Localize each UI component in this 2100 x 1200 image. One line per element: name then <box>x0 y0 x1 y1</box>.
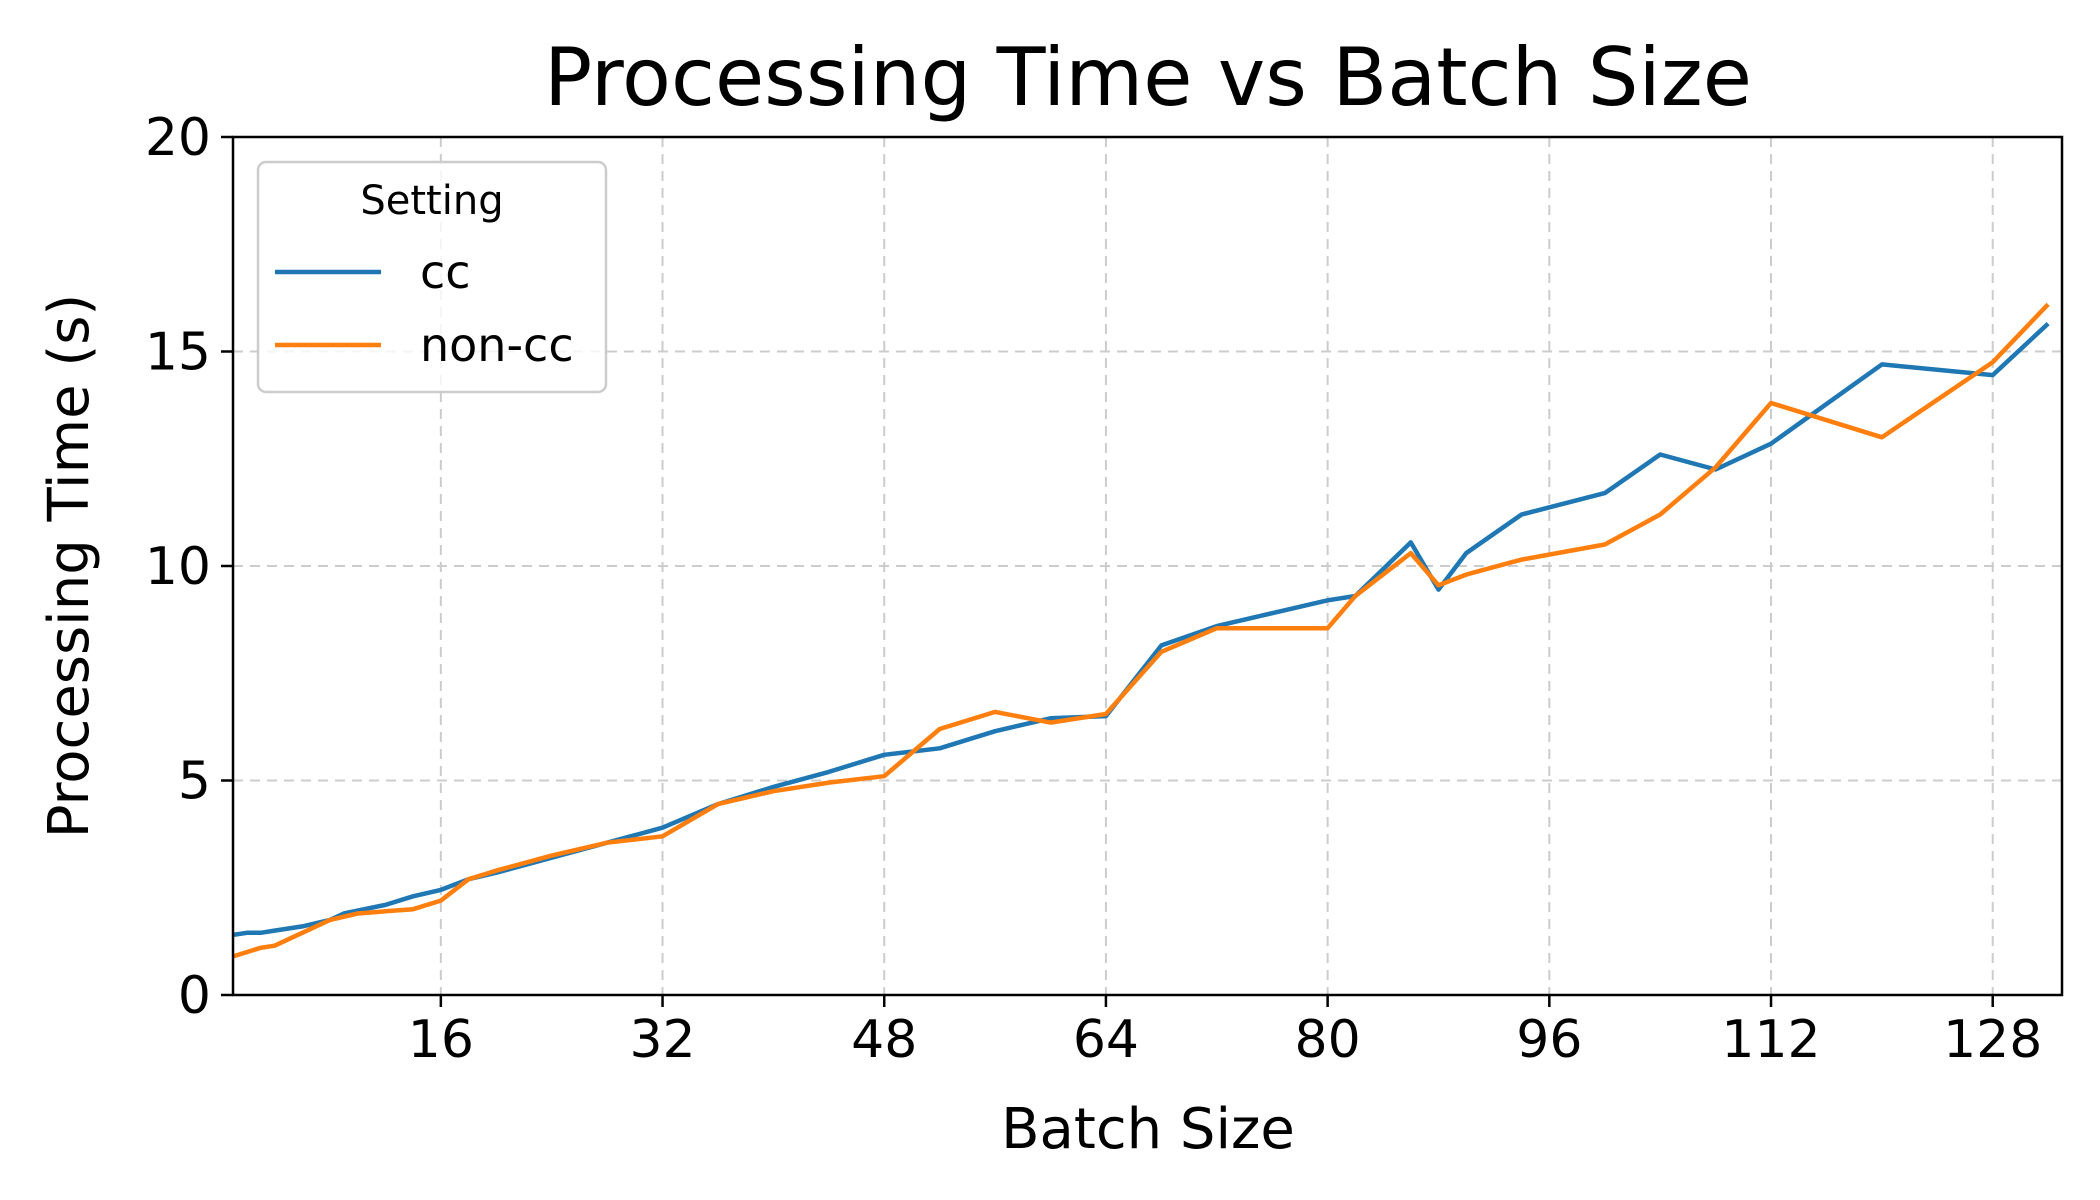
chart-title: Processing Time vs Batch Size <box>544 31 1752 124</box>
legend-label-cc: cc <box>420 245 471 299</box>
x-tick-label: 128 <box>1943 1010 2042 1070</box>
y-axis-label: Processing Time (s) <box>37 294 102 839</box>
x-tick-label: 80 <box>1295 1010 1361 1070</box>
x-tick-label: 32 <box>629 1010 695 1070</box>
y-tick-label: 5 <box>178 752 211 812</box>
x-tick-label: 112 <box>1721 1010 1820 1070</box>
legend-box <box>256 160 608 394</box>
legend-title: Setting <box>360 178 503 224</box>
series-line-non-cc <box>232 302 2050 959</box>
x-tick-label: 96 <box>1516 1010 1582 1070</box>
y-tick-label: 0 <box>178 966 211 1026</box>
x-tick-label: 64 <box>1073 1010 1139 1070</box>
y-tick-label: 10 <box>145 537 211 597</box>
grid-layer <box>233 137 2062 995</box>
x-tick-label: 16 <box>408 1010 474 1070</box>
legend-label-non-cc: non-cc <box>420 318 574 372</box>
tick-layer: 16 32 48 64 80 96 112 128 0 5 10 15 20 <box>145 108 2043 1070</box>
x-tick-label: 48 <box>851 1010 917 1070</box>
plot-frame <box>231 135 2064 997</box>
y-tick-label: 20 <box>145 108 211 168</box>
y-tick-label: 15 <box>145 323 211 383</box>
series-line-cc <box>232 321 2050 938</box>
legend: Setting cc non-cc <box>256 160 608 394</box>
series-layer <box>232 302 2050 959</box>
x-axis-label: Batch Size <box>1001 1097 1295 1162</box>
